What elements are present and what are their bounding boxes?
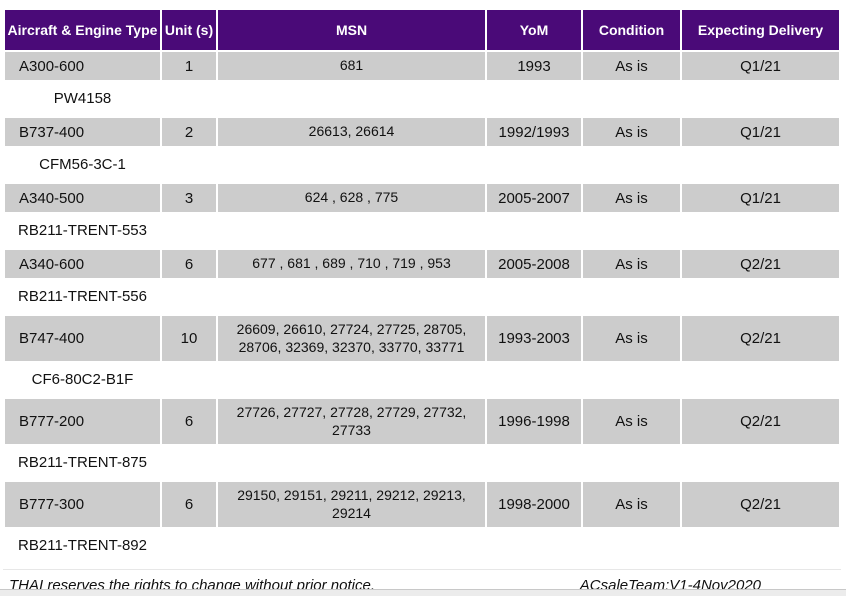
column-header-msn: MSN [218,10,485,50]
engine-type-cell: PW4158 [5,82,160,116]
condition-cell: As is [583,118,680,146]
aircraft-type-cell: A300-600 [5,52,160,80]
column-header-expecting-delivery: Expecting Delivery [682,10,839,50]
units-cell: 6 [162,482,216,527]
header-row: Aircraft & Engine Type Unit (s) MSN YoM Cond… [5,10,839,50]
table-body: A300-600 1 681 1993 As is Q1/21 PW4158 B737-400… [5,52,839,563]
table-header: Aircraft & Engine Type Unit (s) MSN YoM Cond… [5,10,839,50]
msn-cell: 681 [218,52,485,80]
engine-row-spacer [162,214,839,248]
engine-row: RB211-TRENT-892 [5,529,839,563]
aircraft-row: B777-300 6 29150, 29151, 29211, 29212, 292… [5,482,839,527]
engine-row: RB211-TRENT-553 [5,214,839,248]
engine-type-cell: CFM56-3C-1 [5,148,160,182]
yom-cell: 2005-2007 [487,184,581,212]
units-cell: 1 [162,52,216,80]
engine-row-spacer [162,82,839,116]
units-cell: 2 [162,118,216,146]
yom-cell: 2005-2008 [487,250,581,278]
units-cell: 3 [162,184,216,212]
column-header-aircraft-engine-type: Aircraft & Engine Type [5,10,160,50]
yom-cell: 1993 [487,52,581,80]
engine-row-spacer [162,148,839,182]
bottom-edge-bar [0,589,846,596]
aircraft-type-cell: B747-400 [5,316,160,361]
msn-cell: 624 , 628 , 775 [218,184,485,212]
aircraft-type-cell: B777-300 [5,482,160,527]
msn-cell: 29150, 29151, 29211, 29212, 29213, 29214 [218,482,485,527]
aircraft-row: A300-600 1 681 1993 As is Q1/21 [5,52,839,80]
msn-cell: 27726, 27727, 27728, 27729, 27732, 27733 [218,399,485,444]
aircraft-row: B747-400 10 26609, 26610, 27724, 27725, 28… [5,316,839,361]
aircraft-row: A340-500 3 624 , 628 , 775 2005-2007 As is Q1… [5,184,839,212]
condition-cell: As is [583,399,680,444]
units-cell: 10 [162,316,216,361]
yom-cell: 1998-2000 [487,482,581,527]
condition-cell: As is [583,482,680,527]
msn-cell: 26613, 26614 [218,118,485,146]
engine-row-spacer [162,363,839,397]
engine-row: RB211-TRENT-875 [5,446,839,480]
delivery-cell: Q2/21 [682,399,839,444]
delivery-cell: Q2/21 [682,316,839,361]
delivery-cell: Q2/21 [682,482,839,527]
engine-row: CF6-80C2-B1F [5,363,839,397]
engine-row: RB211-TRENT-556 [5,280,839,314]
delivery-cell: Q1/21 [682,118,839,146]
column-header-condition: Condition [583,10,680,50]
engine-row-spacer [162,446,839,480]
yom-cell: 1996-1998 [487,399,581,444]
msn-cell: 677 , 681 , 689 , 710 , 719 , 953 [218,250,485,278]
aircraft-row: B777-200 6 27726, 27727, 27728, 27729, 277… [5,399,839,444]
column-header-units: Unit (s) [162,10,216,50]
engine-row-spacer [162,529,839,563]
engine-type-cell: RB211-TRENT-553 [5,214,160,248]
engine-type-cell: CF6-80C2-B1F [5,363,160,397]
units-cell: 6 [162,250,216,278]
delivery-cell: Q1/21 [682,52,839,80]
aircraft-type-cell: A340-600 [5,250,160,278]
engine-row-spacer [162,280,839,314]
yom-cell: 1992/1993 [487,118,581,146]
engine-type-cell: RB211-TRENT-875 [5,446,160,480]
aircraft-row: A340-600 6 677 , 681 , 689 , 710 , 719 , 9… [5,250,839,278]
condition-cell: As is [583,250,680,278]
condition-cell: As is [583,184,680,212]
yom-cell: 1993-2003 [487,316,581,361]
engine-row: PW4158 [5,82,839,116]
column-header-yom: YoM [487,10,581,50]
aircraft-sale-table-wrap: Aircraft & Engine Type Unit (s) MSN YoM Cond… [3,8,841,565]
engine-type-cell: RB211-TRENT-892 [5,529,160,563]
units-cell: 6 [162,399,216,444]
condition-cell: As is [583,316,680,361]
delivery-cell: Q1/21 [682,184,839,212]
msn-cell: 26609, 26610, 27724, 27725, 28705, 28706… [218,316,485,361]
aircraft-type-cell: B737-400 [5,118,160,146]
aircraft-sale-table: Aircraft & Engine Type Unit (s) MSN YoM Cond… [3,8,841,565]
aircraft-type-cell: A340-500 [5,184,160,212]
aircraft-row: B737-400 2 26613, 26614 1992/1993 As is Q1/21 [5,118,839,146]
condition-cell: As is [583,52,680,80]
aircraft-type-cell: B777-200 [5,399,160,444]
delivery-cell: Q2/21 [682,250,839,278]
engine-type-cell: RB211-TRENT-556 [5,280,160,314]
engine-row: CFM56-3C-1 [5,148,839,182]
